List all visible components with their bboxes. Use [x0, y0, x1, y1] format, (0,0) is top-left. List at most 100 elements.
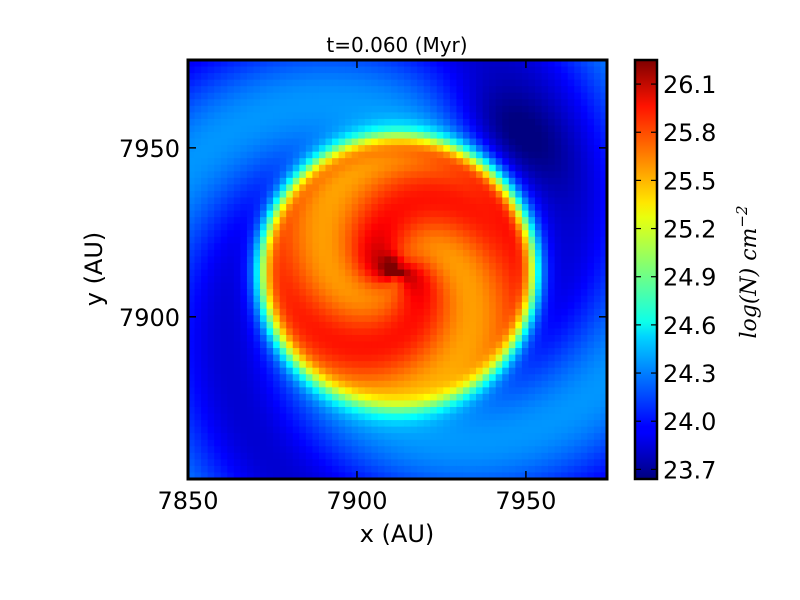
heatmap-cell [188, 426, 196, 434]
heatmap-cell [325, 315, 333, 323]
heatmap-cell [476, 184, 484, 192]
heatmap-cell [233, 86, 241, 94]
heatmap-cell [528, 92, 536, 100]
heatmap-cell [580, 452, 588, 460]
heatmap-cell [515, 171, 523, 179]
heatmap-cell [456, 406, 464, 415]
heatmap-cell [508, 190, 516, 199]
heatmap-cell [214, 334, 222, 343]
heatmap-cell [548, 99, 556, 107]
heatmap-cell [423, 73, 431, 81]
heatmap-cell [351, 459, 359, 467]
heatmap-cell [397, 387, 405, 395]
heatmap-cell [489, 433, 497, 441]
heatmap-cell [548, 315, 556, 323]
heatmap-cell [371, 380, 379, 388]
heatmap-cell [279, 446, 287, 454]
heatmap-cell [587, 354, 595, 362]
heatmap-cell [214, 99, 222, 107]
heatmap-cell [574, 387, 582, 395]
heatmap-cell [305, 105, 313, 113]
heatmap-cell [240, 223, 248, 231]
heatmap-cell [286, 413, 294, 421]
heatmap-cell [541, 164, 549, 172]
heatmap-cell [482, 73, 490, 81]
heatmap-cell [371, 413, 379, 421]
heatmap-cell [207, 315, 215, 323]
heatmap-cell [233, 433, 241, 441]
heatmap-cell [345, 177, 353, 185]
heatmap-cell [410, 295, 418, 303]
heatmap-cell [292, 92, 300, 100]
heatmap-cell [214, 348, 222, 356]
heatmap-cell [515, 367, 523, 375]
heatmap-cell [220, 282, 228, 290]
heatmap-cell [561, 367, 569, 375]
heatmap-cell [417, 269, 425, 277]
heatmap-cell [273, 249, 281, 258]
heatmap-cell [338, 406, 346, 415]
heatmap-cell [417, 315, 425, 323]
heatmap-cell [574, 321, 582, 330]
heatmap-cell [561, 282, 569, 290]
heatmap-cell [345, 223, 353, 231]
heatmap-cell [423, 210, 431, 218]
heatmap-cell [318, 66, 327, 74]
heatmap-cell [299, 328, 307, 336]
heatmap-cell [253, 132, 261, 140]
heatmap-cell [600, 184, 608, 192]
heatmap-cell [214, 223, 222, 231]
heatmap-cell [548, 262, 556, 271]
heatmap-cell [279, 158, 287, 166]
heatmap-cell [521, 99, 530, 107]
heatmap-cell [404, 276, 412, 284]
heatmap-cell [345, 433, 353, 441]
heatmap-cell [305, 256, 313, 264]
heatmap-cell [561, 308, 569, 316]
heatmap-cell [286, 295, 294, 303]
heatmap-cell [305, 243, 313, 251]
heatmap-cell [449, 164, 458, 172]
heatmap-cell [201, 158, 209, 166]
heatmap-cell [299, 354, 307, 362]
heatmap-cell [528, 204, 536, 212]
heatmap-cell [462, 361, 471, 369]
heatmap-cell [476, 164, 484, 172]
heatmap-cell [194, 86, 202, 94]
heatmap-cell [456, 99, 464, 107]
heatmap-cell [227, 361, 235, 369]
heatmap-cell [482, 374, 490, 382]
heatmap-cell [554, 230, 562, 238]
heatmap-cell [214, 190, 222, 199]
heatmap-cell [240, 439, 248, 447]
heatmap-cell [286, 308, 294, 316]
heatmap-cell [220, 105, 228, 113]
heatmap-cell [194, 269, 202, 277]
heatmap-cell [273, 60, 281, 68]
heatmap-cell [364, 79, 372, 87]
heatmap-cell [574, 426, 582, 434]
heatmap-cell [476, 413, 484, 421]
heatmap-cell [495, 230, 503, 238]
heatmap-cell [207, 243, 215, 251]
heatmap-cell [580, 190, 588, 199]
heatmap-cell [332, 269, 340, 277]
heatmap-cell [462, 236, 471, 244]
heatmap-cell [188, 295, 196, 303]
heatmap-cell [469, 73, 477, 81]
heatmap-cell [567, 223, 575, 231]
heatmap-cell [390, 289, 399, 297]
heatmap-cell [305, 400, 313, 408]
heatmap-cell [312, 334, 320, 343]
heatmap-cell [600, 249, 608, 258]
heatmap-cell [227, 73, 235, 81]
heatmap-cell [528, 262, 536, 271]
heatmap-cell [286, 112, 294, 120]
heatmap-cell [207, 99, 215, 107]
heatmap-cell [332, 426, 340, 434]
heatmap-cell [541, 380, 549, 388]
heatmap-cell [476, 452, 484, 460]
heatmap-cell [299, 184, 307, 192]
heatmap-cell [286, 151, 294, 159]
heatmap-cell [554, 420, 562, 428]
